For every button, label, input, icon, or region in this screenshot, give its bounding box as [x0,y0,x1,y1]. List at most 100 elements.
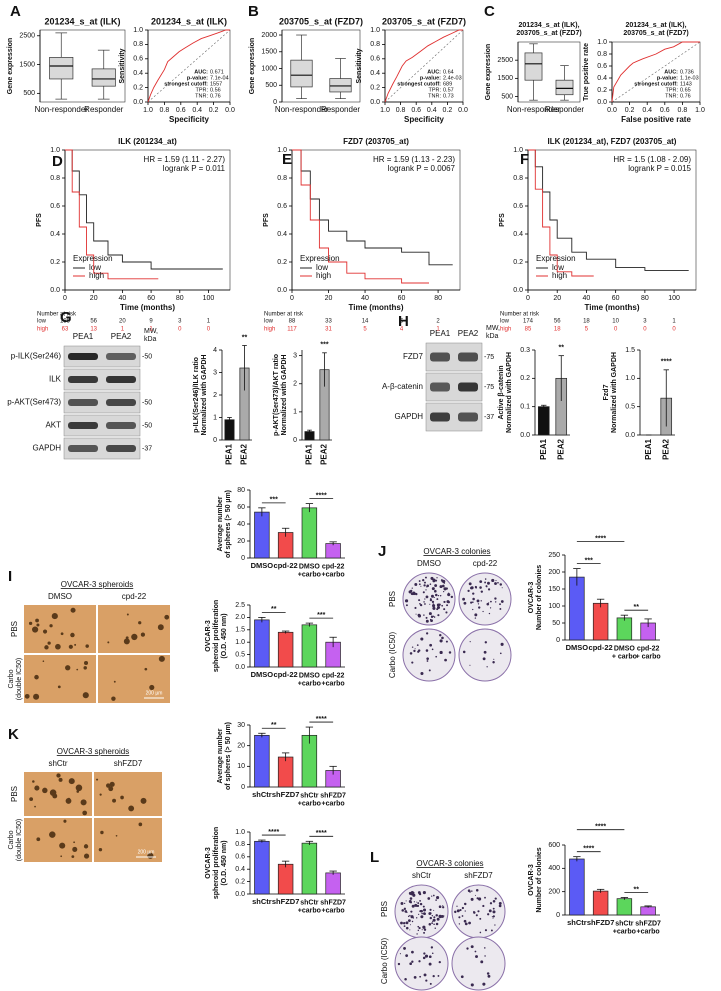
x-tick-label: cpd-22 +carbo [322,563,345,578]
colony [442,905,444,907]
stat-value: 0.57 [443,87,454,93]
colony [409,962,412,966]
y-tick-label: 0.8 [133,41,143,48]
y-tick-label: 2.5 [235,602,245,609]
x-tick-label: 20 [553,295,561,302]
colony [425,589,427,591]
colony [462,597,465,601]
x-axis-title: Specificity [404,115,445,124]
blot-band [430,412,450,422]
x-tick-label: shCtr +carbo [298,899,321,914]
y-axis-title: Gene expression [7,38,14,94]
colony [434,579,438,582]
blot-band [68,353,98,360]
y-axis-title: Gene expression [485,44,492,100]
colony [432,578,436,582]
lane-label: PEA1 [73,332,94,341]
x-tick-label: 80 [176,295,184,302]
colony [436,608,439,611]
risk-count: 6 [400,319,404,325]
colony [437,974,440,977]
colony [482,610,484,613]
y-axis-title: PFS [263,213,270,227]
annotation: HR = 1.5 (1.08 - 2.09) [613,155,691,164]
sig-label: **** [316,492,327,499]
spheroid [58,777,63,782]
colony [450,595,454,599]
box [524,52,543,81]
bar [254,511,270,559]
y-tick-label: 2500 [19,33,35,40]
x-tick-label: 0.6 [176,107,186,114]
colony [421,929,423,931]
colony [439,595,442,597]
spheroid [52,793,58,799]
risk-count: 0 [207,327,211,333]
x-tick-label: 0.8 [396,107,406,114]
y-axis-title: OVCAR-3spheroid proliferation(O.D. 450 n… [205,600,228,672]
y-tick-label: 150 [548,586,560,593]
colony [435,922,439,926]
y-tick-label: 0.5 [625,404,635,411]
spheroid [36,623,40,627]
colony [409,897,413,900]
colony [414,582,418,586]
bar [640,906,656,916]
spheroid [60,632,64,636]
y-tick-label: 0.0 [520,432,530,439]
y-tick-label: 0.4 [133,70,143,77]
colony [425,595,429,599]
stat-value: 1557 [210,81,222,87]
colony [430,594,434,598]
spheroid [99,793,102,796]
risk-count: 18 [554,327,561,333]
y-tick-label: 0.4 [370,70,380,77]
x-tick-label: cpd-22 + carbo [636,645,661,660]
x-tick-label: 0.4 [427,107,437,114]
photo-row-label: PBS [10,621,19,637]
y-tick-label: 0 [293,437,297,444]
colony [485,585,488,588]
colony [411,904,415,908]
y-tick-label: 500 [501,93,513,100]
colony [400,921,403,925]
x-tick-label: DMSO +carbo [298,563,321,578]
colony [463,919,467,923]
colony [407,915,410,918]
colony [479,586,482,589]
risk-count: 88 [289,319,296,325]
bar [325,543,341,559]
risk-count: 0 [614,327,618,333]
x-tick-label: cpd-22 +carbo [322,672,345,687]
colony [429,598,432,601]
x-tick-label: Responder [321,105,360,114]
chart-title: 201234_s_at (ILK), 203705_s_at (FZD7) [623,22,688,37]
spheroid [71,855,75,858]
y-tick-label: 1.5 [235,627,245,634]
risk-row-label: low [264,319,274,325]
legend-title: Expression [73,254,113,263]
bar [277,631,294,668]
spheroid [164,614,170,620]
row-label: AKT [45,421,61,430]
spheroid [83,844,89,849]
colony [411,661,414,664]
colony [469,641,471,643]
y-tick-label: 1.0 [235,829,245,836]
colony [484,578,487,580]
y-tick-label: 0.4 [277,231,287,238]
bar [277,756,294,788]
colony [474,613,478,617]
colony [429,583,432,585]
colony [418,580,421,582]
lane-label: PEA2 [458,329,479,338]
x-tick-label: PEA2 [556,438,565,459]
colony [440,579,443,582]
sig-label: **** [595,535,606,542]
risk-count: 20 [119,319,126,325]
panel-label: E [282,151,292,168]
colony [484,581,487,584]
spheroid [157,624,164,631]
